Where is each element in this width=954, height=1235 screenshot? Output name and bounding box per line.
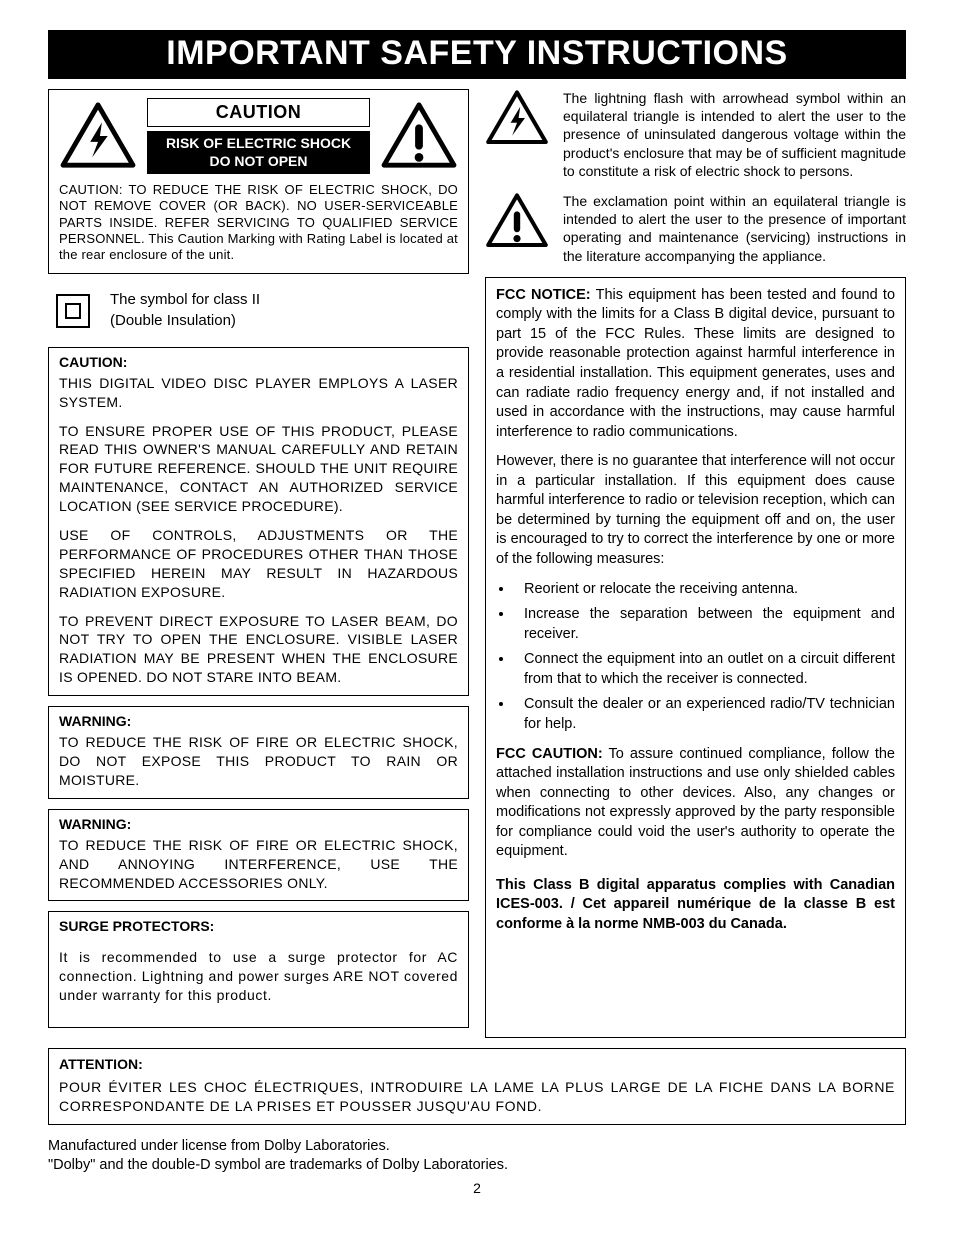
warning1-heading: WARNING: bbox=[59, 713, 458, 729]
laser-caution-box: CAUTION: THIS DIGITAL VIDEO DISC PLAYER … bbox=[48, 347, 469, 696]
attention-p: POUR ÉVITER LES CHOC ÉLECTRIQUES, INTROD… bbox=[59, 1078, 895, 1116]
exclaim-explanation: The exclamation point within an equilate… bbox=[563, 192, 906, 265]
lightning-triangle-icon bbox=[485, 89, 549, 147]
attention-heading: ATTENTION: bbox=[59, 1055, 895, 1074]
fcc-bullet: Consult the dealer or an experienced rad… bbox=[514, 695, 895, 734]
surge-box: SURGE PROTECTORS: It is recommended to u… bbox=[48, 911, 469, 1028]
laser-p1: THIS DIGITAL VIDEO DISC PLAYER EMPLOYS A… bbox=[59, 374, 458, 412]
dolby-block: Manufactured under license from Dolby La… bbox=[48, 1137, 906, 1176]
right-column: The lightning flash with arrowhead symbo… bbox=[485, 89, 906, 1038]
exclamation-triangle-icon bbox=[380, 101, 458, 171]
caution-mid: CAUTION RISK OF ELECTRIC SHOCK DO NOT OP… bbox=[143, 98, 374, 174]
fcc-notice-text: This equipment has been tested and found… bbox=[496, 287, 895, 440]
class2-row: The symbol for class II (Double Insulati… bbox=[56, 290, 469, 331]
fcc-bullets: Reorient or relocate the receiving anten… bbox=[496, 580, 895, 735]
class2-text: The symbol for class II (Double Insulati… bbox=[110, 290, 260, 331]
left-column: CAUTION RISK OF ELECTRIC SHOCK DO NOT OP… bbox=[48, 89, 469, 1038]
exclaim-explanation-row: The exclamation point within an equilate… bbox=[485, 192, 906, 265]
warning2-p: TO REDUCE THE RISK OF FIRE OR ELECTRIC S… bbox=[59, 836, 458, 893]
class2-icon bbox=[56, 294, 90, 328]
caution-box: CAUTION RISK OF ELECTRIC SHOCK DO NOT OP… bbox=[48, 89, 469, 274]
fcc-bullet: Increase the separation between the equi… bbox=[514, 605, 895, 644]
class2-line1: The symbol for class II bbox=[110, 291, 260, 308]
surge-heading: SURGE PROTECTORS: bbox=[59, 918, 458, 934]
attention-box: ATTENTION: POUR ÉVITER LES CHOC ÉLECTRIQ… bbox=[48, 1048, 906, 1125]
dolby-line2: "Dolby" and the double-D symbol are trad… bbox=[48, 1157, 508, 1173]
fcc-notice-p: FCC NOTICE: This equipment has been test… bbox=[496, 286, 895, 443]
fcc-bullet: Connect the equipment into an outlet on … bbox=[514, 650, 895, 689]
warning1-box: WARNING: TO REDUCE THE RISK OF FIRE OR E… bbox=[48, 706, 469, 799]
class2-inner-icon bbox=[65, 303, 81, 319]
lightning-explanation-row: The lightning flash with arrowhead symbo… bbox=[485, 89, 906, 180]
laser-heading: CAUTION: bbox=[59, 354, 458, 370]
risk-line1: RISK OF ELECTRIC SHOCK bbox=[166, 135, 351, 151]
laser-p2: TO ENSURE PROPER USE OF THIS PRODUCT, PL… bbox=[59, 422, 458, 516]
laser-p4: TO PREVENT DIRECT EXPOSURE TO LASER BEAM… bbox=[59, 612, 458, 688]
fcc-ices: This Class B digital apparatus complies … bbox=[496, 876, 895, 935]
caution-para: CAUTION: TO REDUCE THE RISK OF ELECTRIC … bbox=[59, 182, 458, 263]
fcc-bullet: Reorient or relocate the receiving anten… bbox=[514, 580, 895, 600]
top-grid: CAUTION RISK OF ELECTRIC SHOCK DO NOT OP… bbox=[48, 89, 906, 1038]
title-bar: IMPORTANT SAFETY INSTRUCTIONS bbox=[48, 30, 906, 79]
warning2-heading: WARNING: bbox=[59, 816, 458, 832]
page: IMPORTANT SAFETY INSTRUCTIONS CAUTION RI… bbox=[0, 0, 954, 1235]
lightning-triangle-icon bbox=[59, 101, 137, 171]
laser-p3: USE OF CONTROLS, ADJUSTMENTS OR THE PERF… bbox=[59, 526, 458, 602]
warning2-box: WARNING: TO REDUCE THE RISK OF FIRE OR E… bbox=[48, 809, 469, 902]
fcc-box: FCC NOTICE: This equipment has been test… bbox=[485, 277, 906, 1038]
lightning-explanation: The lightning flash with arrowhead symbo… bbox=[563, 89, 906, 180]
risk-line2: DO NOT OPEN bbox=[209, 153, 307, 169]
fcc-caution-p: FCC CAUTION: To assure continued complia… bbox=[496, 745, 895, 862]
fcc-notice-label: FCC NOTICE: bbox=[496, 287, 591, 303]
fcc-caution-text: To assure continued compliance, follow t… bbox=[496, 746, 895, 860]
surge-p: It is recommended to use a surge protect… bbox=[59, 948, 458, 1005]
caution-row: CAUTION RISK OF ELECTRIC SHOCK DO NOT OP… bbox=[59, 98, 458, 174]
page-number: 2 bbox=[48, 1180, 906, 1196]
class2-line2: (Double Insulation) bbox=[110, 312, 236, 329]
fcc-caution-label: FCC CAUTION: bbox=[496, 746, 603, 762]
warning1-p: TO REDUCE THE RISK OF FIRE OR ELECTRIC S… bbox=[59, 733, 458, 790]
exclamation-triangle-icon bbox=[485, 192, 549, 250]
dolby-line1: Manufactured under license from Dolby La… bbox=[48, 1138, 390, 1154]
risk-box: RISK OF ELECTRIC SHOCK DO NOT OPEN bbox=[147, 131, 370, 174]
fcc-however: However, there is no guarantee that inte… bbox=[496, 452, 895, 569]
caution-label: CAUTION bbox=[147, 98, 370, 127]
